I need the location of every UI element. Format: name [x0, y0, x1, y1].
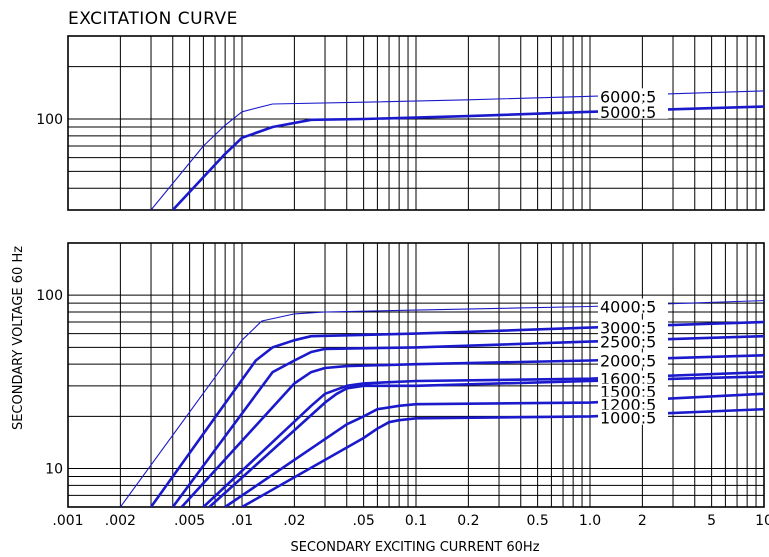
x-tick-label: .01: [231, 513, 253, 529]
x-tick-label: 0.2: [457, 513, 479, 529]
series-label-5000-5: 5000:5: [600, 103, 656, 122]
series-line-6000-5: [150, 90, 764, 210]
series-label-6000-5: 6000:5: [600, 87, 656, 106]
series-label-1000-5: 1000:5: [600, 409, 656, 428]
series-label-background: [598, 298, 668, 314]
series-label-3000-5: 3000:5: [600, 319, 656, 338]
x-tick-label: 0.1: [405, 513, 427, 529]
series-line-2500-5: [171, 334, 764, 507]
x-axis-label: SECONDARY EXCITING CURRENT 60Hz: [290, 540, 539, 555]
series-line-3000-5: [149, 320, 764, 507]
x-tick-label: 10: [755, 513, 769, 529]
series-line-2000-5: [180, 354, 764, 507]
series-label-background: [598, 88, 668, 104]
y-tick-label: 10: [45, 462, 63, 478]
series-line-1200-5: [224, 392, 764, 507]
x-tick-label: 0.5: [526, 513, 548, 529]
y-tick-label: 100: [36, 288, 63, 304]
series-label-background: [598, 383, 668, 399]
x-tick-label: .001: [52, 513, 83, 529]
x-tick-label: 5: [707, 513, 716, 529]
x-tick-label: 2: [638, 513, 647, 529]
series-line-1600-5: [202, 370, 764, 507]
series-label-background: [598, 352, 668, 368]
series-label-4000-5: 4000:5: [600, 298, 656, 317]
series-label-background: [598, 103, 668, 119]
series-label-background: [598, 409, 668, 425]
plot-frame: [67, 35, 765, 211]
series-line-4000-5: [119, 300, 764, 507]
series-label-background: [598, 333, 668, 349]
chart-title: EXCITATION CURVE: [68, 9, 238, 29]
panel-2: 4000:53000:52500:52000:51600:51500:51200…: [36, 242, 769, 529]
series-line-1500-5: [208, 375, 764, 507]
y-axis-label: SECONDARY VOLTAGE 60 Hz: [11, 246, 26, 430]
series-label-2500-5: 2500:5: [600, 333, 656, 352]
x-tick-label: 1.0: [579, 513, 601, 529]
series-line-5000-5: [171, 105, 764, 210]
x-tick-label: .02: [283, 513, 305, 529]
series-label-background: [598, 370, 668, 386]
plot-frame: [67, 242, 765, 508]
series-label-background: [598, 396, 668, 412]
x-tick-label: .002: [105, 513, 136, 529]
series-label-2000-5: 2000:5: [600, 351, 656, 370]
x-tick-label: .05: [352, 513, 374, 529]
y-tick-label: 100: [36, 112, 63, 128]
x-tick-label: .005: [174, 513, 205, 529]
series-label-background: [598, 319, 668, 335]
series-line-1000-5: [241, 407, 764, 507]
